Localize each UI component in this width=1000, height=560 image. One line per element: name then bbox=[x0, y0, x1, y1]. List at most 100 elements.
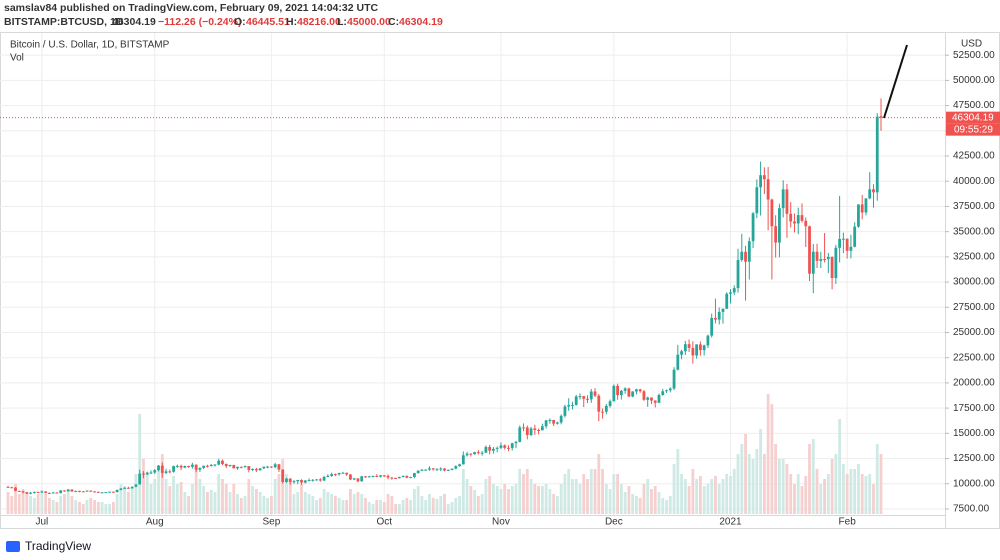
candle-body bbox=[315, 479, 318, 481]
volume-bar bbox=[552, 494, 556, 514]
candle-body bbox=[149, 472, 153, 474]
y-tick-label: 7500.00 bbox=[953, 504, 990, 515]
volume-bar bbox=[428, 494, 431, 514]
candle-body bbox=[277, 464, 281, 470]
candle-body bbox=[397, 476, 401, 479]
volume-bar bbox=[450, 502, 454, 514]
candles bbox=[6, 98, 883, 495]
volume-bar bbox=[461, 469, 465, 514]
candle-body bbox=[232, 464, 236, 469]
candle-body bbox=[352, 478, 356, 480]
volume-bar bbox=[559, 484, 563, 514]
volume-bar bbox=[710, 479, 714, 514]
candle-body bbox=[635, 389, 638, 392]
volume-bar bbox=[781, 459, 785, 514]
volume-bar bbox=[63, 494, 66, 514]
volume-bar bbox=[492, 484, 495, 514]
volume-bar bbox=[744, 434, 747, 514]
candle-body bbox=[744, 251, 747, 262]
volume-bar bbox=[646, 479, 650, 514]
candle-body bbox=[85, 490, 89, 492]
candle-body bbox=[367, 476, 371, 478]
volume-bar bbox=[254, 489, 258, 514]
candle-body bbox=[800, 215, 804, 221]
volume-bar bbox=[333, 496, 337, 514]
volume-bar bbox=[499, 489, 503, 514]
candle-body bbox=[849, 246, 853, 251]
volume-bar bbox=[371, 504, 375, 514]
volume-bar bbox=[778, 459, 781, 514]
volume-bar bbox=[89, 498, 93, 514]
volume-bar bbox=[458, 496, 461, 514]
candle-body bbox=[476, 452, 480, 454]
footer-logo: TradingView bbox=[6, 539, 91, 553]
close-label: C: bbox=[388, 16, 399, 28]
candle-body bbox=[360, 476, 364, 482]
x-tick-label: 2021 bbox=[719, 517, 742, 528]
volume-bar bbox=[593, 469, 597, 514]
volume-bar bbox=[650, 489, 653, 514]
candle-body bbox=[537, 429, 540, 431]
volume-bar bbox=[157, 469, 160, 514]
candle-body bbox=[499, 445, 503, 448]
candle-body bbox=[221, 460, 224, 464]
y-tick-label: 27500.00 bbox=[953, 302, 995, 313]
candle-body bbox=[115, 489, 119, 493]
volume-bar bbox=[352, 494, 356, 514]
volume-bar bbox=[262, 496, 266, 514]
candle-body bbox=[488, 446, 492, 451]
candle-body bbox=[292, 481, 296, 483]
candle-body bbox=[838, 238, 842, 248]
volume-bar bbox=[127, 492, 130, 514]
volume-bar bbox=[217, 474, 221, 514]
candle-body bbox=[375, 475, 379, 477]
candle-body bbox=[439, 468, 443, 470]
volume-bar bbox=[770, 404, 774, 514]
volume-bar bbox=[270, 496, 273, 514]
volume-bar bbox=[206, 492, 209, 514]
candle-body bbox=[51, 492, 55, 494]
volume-bar bbox=[540, 486, 544, 514]
volume-bar bbox=[14, 484, 17, 514]
candle-body bbox=[698, 344, 702, 351]
candle-body bbox=[446, 469, 450, 471]
candle-body bbox=[247, 466, 251, 470]
low-label: L: bbox=[337, 16, 347, 28]
candle-body bbox=[55, 492, 59, 494]
volume-bar bbox=[714, 476, 717, 514]
y-tick-label: 35000.00 bbox=[953, 226, 995, 237]
candle-body bbox=[394, 477, 397, 479]
countdown-label: 09:55:29 bbox=[954, 124, 993, 135]
candle-body bbox=[36, 491, 40, 493]
volume-bar bbox=[379, 500, 382, 514]
candle-body bbox=[680, 351, 683, 355]
candle-body bbox=[762, 175, 766, 180]
candle-body bbox=[371, 475, 375, 477]
volume-bar bbox=[307, 494, 311, 514]
candle-body bbox=[747, 241, 751, 262]
annotation-line bbox=[883, 44, 908, 119]
volume-bar bbox=[367, 502, 371, 514]
volume-bar bbox=[142, 459, 145, 514]
candle-body bbox=[804, 220, 808, 227]
volume-bar bbox=[390, 496, 394, 514]
volume-bar bbox=[695, 479, 699, 514]
high-label: H: bbox=[286, 16, 297, 28]
volume-bar bbox=[59, 496, 63, 514]
volume-bar bbox=[567, 469, 571, 514]
y-tick-label: 25000.00 bbox=[953, 327, 995, 338]
candle-body bbox=[608, 401, 612, 406]
volume-bar bbox=[514, 484, 518, 514]
volume-bar bbox=[845, 474, 849, 514]
candle-body bbox=[879, 116, 883, 118]
y-tick-label: 50000.00 bbox=[953, 75, 995, 86]
volume-bar bbox=[608, 489, 612, 514]
x-tick-label: Dec bbox=[605, 517, 623, 528]
candle-body bbox=[296, 480, 300, 482]
volume-bar bbox=[360, 494, 364, 514]
candle-body bbox=[619, 390, 623, 396]
candle-body bbox=[356, 478, 360, 482]
candle-body bbox=[198, 467, 202, 470]
candle-body bbox=[435, 469, 439, 471]
candle-body bbox=[571, 404, 574, 406]
